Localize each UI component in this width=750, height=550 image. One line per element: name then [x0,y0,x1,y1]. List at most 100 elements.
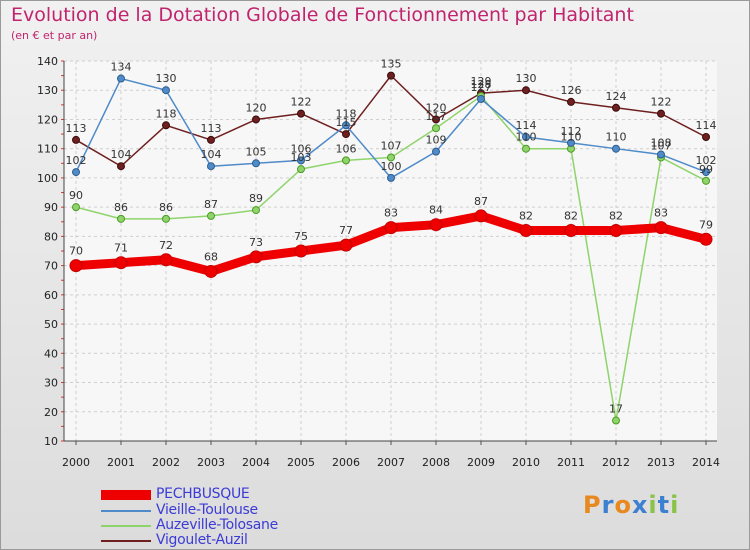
data-point-vieille-toulouse [702,168,710,177]
x-tick-label: 2012 [602,456,630,469]
data-label-pechbusque: 79 [699,218,713,231]
data-label-vieille-toulouse: 102 [66,154,87,167]
data-label-auzeville-tolosane: 107 [381,139,402,152]
data-point-vigoulet-auzil [387,71,395,80]
data-label-pechbusque: 72 [159,239,173,252]
data-point-vigoulet-auzil [342,130,350,139]
y-tick-label: 120 [37,113,58,126]
legend-swatch-pechbusque [101,490,151,500]
data-point-pechbusque [339,238,353,252]
x-tick-label: 2004 [242,456,270,469]
data-label-vigoulet-auzil: 118 [156,107,177,120]
data-label-auzeville-tolosane: 128 [471,78,492,91]
data-label-pechbusque: 70 [69,245,83,258]
data-label-vieille-toulouse: 114 [516,119,537,132]
proxiti-logo: Proxiti [583,491,680,519]
y-tick-label: 100 [37,172,58,185]
legend-swatch-vigoulet-auzil [101,540,151,542]
data-point-vieille-toulouse [162,86,170,95]
data-point-vieille-toulouse [207,162,215,171]
data-label-pechbusque: 83 [384,207,398,220]
data-point-pechbusque [519,224,533,238]
y-tick-label: 20 [44,406,58,419]
data-label-pechbusque: 77 [339,224,353,237]
x-tick-label: 2000 [62,456,90,469]
x-tick-label: 2013 [647,456,675,469]
axis-layer: 10 20 30 40 50 60 70 80 90 100 110 120 130 140 2000 200… [37,55,720,469]
data-point-auzeville-tolosane [162,214,170,223]
data-label-vigoulet-auzil: 104 [111,148,132,161]
data-point-vigoulet-auzil [522,86,530,95]
data-label-vieille-toulouse: 134 [111,61,132,74]
legend-label-vieille-toulouse: Vieille-Toulouse [156,502,258,518]
x-tick-label: 2009 [467,456,495,469]
data-label-vieille-toulouse: 130 [156,72,177,85]
data-label-vigoulet-auzil: 135 [381,58,402,71]
data-label-pechbusque: 68 [204,250,218,263]
data-label-auzeville-tolosane: 117 [426,110,447,123]
data-label-vieille-toulouse: 110 [606,131,627,144]
data-label-vieille-toulouse: 127 [471,81,492,94]
x-tick-label: 2011 [557,456,585,469]
data-point-pechbusque [474,209,488,223]
data-point-pechbusque [294,244,308,258]
data-label-vigoulet-auzil: 113 [201,122,222,135]
x-tick-label: 2006 [332,456,360,469]
data-point-pechbusque [564,224,578,238]
data-label-vieille-toulouse: 100 [381,160,402,173]
data-label-auzeville-tolosane: 110 [516,131,537,144]
legend-swatch-auzeville-tolosane [101,525,151,527]
data-label-vieille-toulouse: 105 [246,145,267,158]
data-label-layer: 113 104 118 113 120 122 115 135 120 129 130 126 124 1… [66,58,717,416]
data-point-pechbusque [699,232,713,246]
data-point-vigoulet-auzil [117,162,125,171]
data-label-pechbusque: 82 [564,210,578,223]
data-label-vigoulet-auzil: 122 [291,96,312,109]
data-point-vigoulet-auzil [72,135,80,144]
data-point-vigoulet-auzil [162,121,170,130]
data-label-auzeville-tolosane: 86 [114,201,128,214]
data-point-vieille-toulouse [522,133,530,141]
data-label-vigoulet-auzil: 122 [651,96,672,109]
data-label-vigoulet-auzil: 113 [66,122,87,135]
data-point-vigoulet-auzil [567,97,575,106]
data-point-vieille-toulouse [72,168,80,177]
data-label-auzeville-tolosane: 107 [651,139,672,152]
data-point-pechbusque [249,250,263,264]
data-label-vigoulet-auzil: 126 [561,84,582,97]
data-point-vieille-toulouse [657,150,665,159]
data-label-vieille-toulouse: 109 [426,134,447,147]
data-point-auzeville-tolosane [297,165,305,174]
data-point-vieille-toulouse [117,74,125,83]
series-layer [69,71,713,425]
data-point-vigoulet-auzil [612,103,620,112]
data-label-vieille-toulouse: 102 [696,154,717,167]
y-tick-label: 90 [44,201,58,214]
data-label-pechbusque: 82 [519,210,533,223]
data-label-auzeville-tolosane: 106 [336,142,357,155]
x-tick-label: 2010 [512,456,540,469]
data-point-auzeville-tolosane [387,153,395,162]
data-label-vieille-toulouse: 118 [336,107,357,120]
data-label-vigoulet-auzil: 115 [336,116,357,129]
data-label-vigoulet-auzil: 124 [606,90,627,103]
legend-label-pechbusque: PECHBUSQUE [156,486,250,502]
data-label-vieille-toulouse: 108 [651,137,672,150]
y-tick-label: 70 [44,260,58,273]
data-label-vigoulet-auzil: 129 [471,75,492,88]
y-tick-label: 40 [44,347,58,360]
data-point-vieille-toulouse [297,156,305,165]
y-tick-label: 130 [37,84,58,97]
data-label-vieille-toulouse: 104 [201,148,222,161]
x-tick-label: 2008 [422,456,450,469]
data-label-auzeville-tolosane: 103 [291,151,312,164]
data-point-auzeville-tolosane [432,124,440,133]
data-point-pechbusque [609,224,623,238]
x-tick-label: 2002 [152,456,180,469]
data-label-vieille-toulouse: 112 [561,125,582,138]
data-label-pechbusque: 84 [429,204,443,217]
data-point-auzeville-tolosane [612,416,620,425]
y-tick-label: 10 [44,435,58,448]
data-point-vigoulet-auzil [702,133,710,141]
